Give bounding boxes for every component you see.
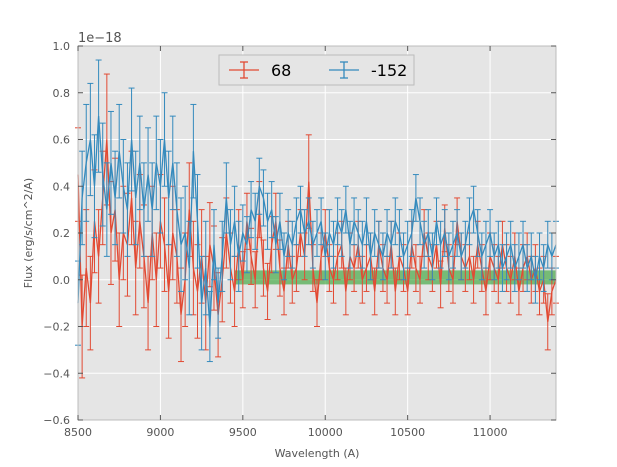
y-tick-label: 0.0 [53,274,71,287]
y-axis-label: Flux (erg/s/cm^2/A) [22,178,35,288]
y-tick-label: −0.4 [43,367,70,380]
legend-entry-1: -152 [329,61,407,80]
x-ticks: 8500 9000 9500 10000 10500 11000 [64,46,508,439]
legend-marker-0 [229,61,259,79]
y-tick-label: 0.8 [53,87,71,100]
legend-label-1: -152 [371,61,407,80]
series-1 [75,59,559,363]
legend: 68 -152 [218,54,415,86]
legend-label-0: 68 [271,61,291,80]
x-axis-label: Wavelength (A) [275,447,360,460]
y-tick-label: 0.6 [53,134,71,147]
legend-marker-1 [329,61,359,79]
y-offset-label: 1e−18 [78,31,122,46]
series-group [75,59,559,379]
x-tick-label: 11000 [473,426,508,439]
y-tick-label: 1.0 [53,40,71,53]
legend-entry-0: 68 [229,61,291,80]
y-tick-label: 0.4 [53,180,71,193]
x-tick-label: 10000 [308,426,343,439]
series-line [77,116,557,327]
y-tick-label: −0.6 [43,414,70,427]
y-tick-label: 0.2 [53,227,71,240]
y-tick-label: −0.2 [43,321,70,334]
x-tick-label: 8500 [64,426,92,439]
x-tick-label: 9500 [229,426,257,439]
x-tick-label: 10500 [390,426,425,439]
x-tick-label: 9000 [146,426,174,439]
y-ticks: −0.6 −0.4 −0.2 0.0 0.2 0.4 0.6 0.8 1.0 [43,40,556,427]
